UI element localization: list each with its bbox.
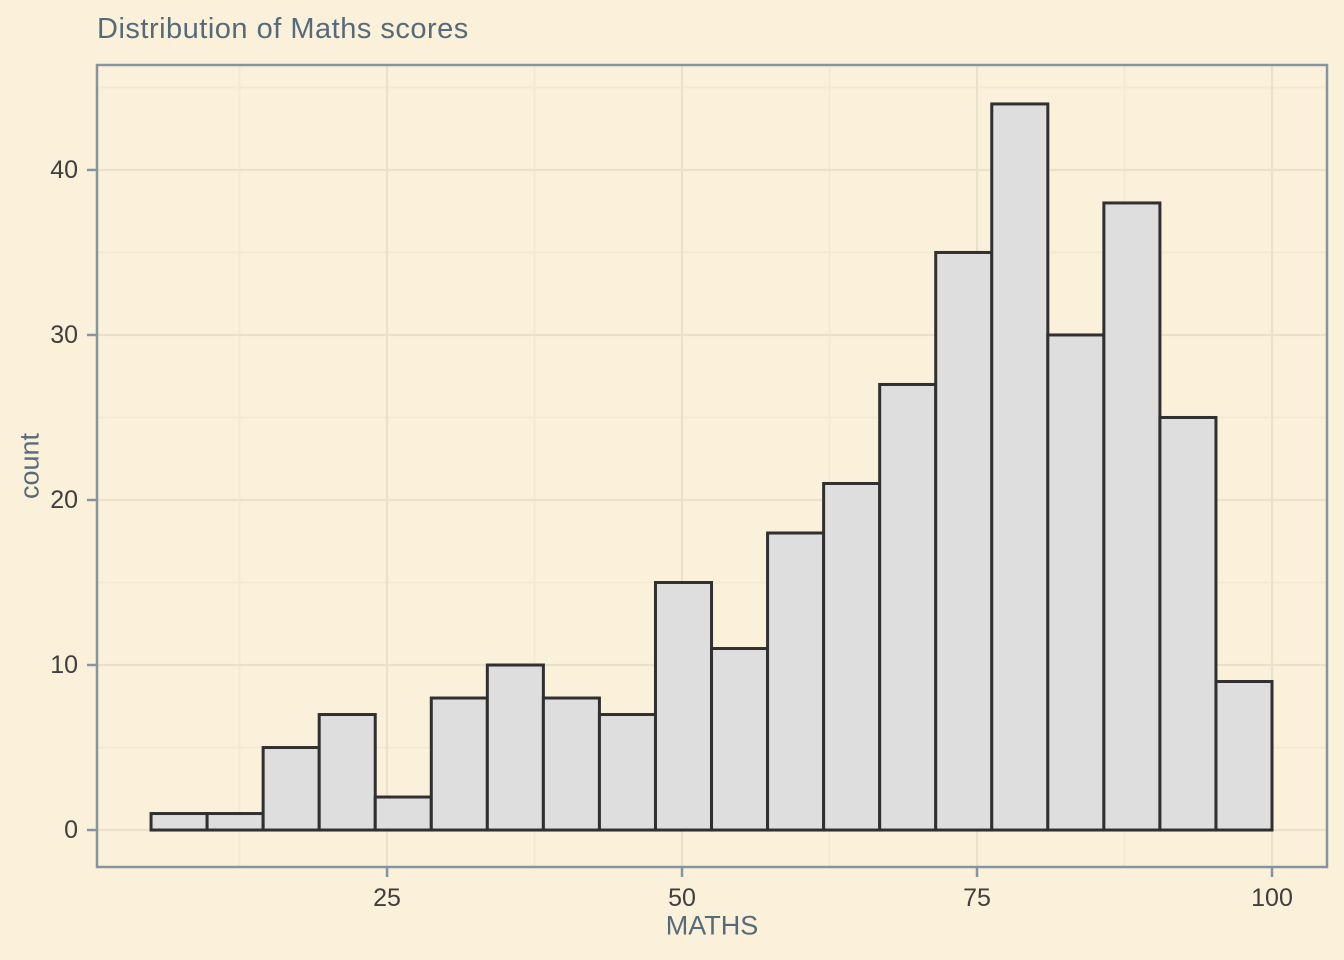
histogram-bar bbox=[149, 812, 209, 832]
x-tick-label: 25 bbox=[373, 884, 401, 912]
histogram-bar bbox=[1102, 201, 1162, 832]
histogram-bar bbox=[1046, 333, 1106, 832]
y-tick-label: 20 bbox=[50, 485, 78, 514]
y-tick-label: 0 bbox=[64, 816, 78, 845]
histogram-bar bbox=[205, 812, 265, 832]
histogram-bar bbox=[261, 746, 321, 832]
tick-marks bbox=[87, 168, 1274, 877]
histogram-bar bbox=[373, 795, 433, 832]
histogram-bar bbox=[990, 102, 1050, 832]
histogram-bar bbox=[934, 250, 994, 832]
histogram-bar bbox=[317, 713, 377, 832]
x-tick-label: 50 bbox=[668, 884, 696, 912]
y-tick-label: 30 bbox=[50, 320, 78, 349]
y-tick-label: 40 bbox=[50, 155, 78, 184]
x-tick-label: 100 bbox=[1251, 884, 1293, 912]
histogram-bar bbox=[1214, 680, 1274, 832]
histogram-bars bbox=[149, 102, 1274, 832]
histogram-bar bbox=[653, 581, 714, 832]
x-tick-label: 75 bbox=[963, 884, 991, 912]
histogram-bar bbox=[710, 647, 770, 832]
histogram-bar bbox=[878, 382, 938, 832]
y-tick-label: 10 bbox=[50, 651, 78, 679]
panel-border bbox=[95, 63, 1329, 869]
histogram-bar bbox=[1158, 415, 1218, 832]
histogram-bar bbox=[597, 713, 657, 832]
chart-title: Distribution of Maths scores bbox=[97, 13, 469, 45]
histogram-bar bbox=[766, 531, 826, 832]
histogram-bar bbox=[541, 696, 601, 832]
histogram-bar bbox=[822, 481, 882, 832]
histogram-bar bbox=[429, 696, 489, 832]
x-axis-label: MATHS bbox=[665, 910, 759, 941]
histogram-bar bbox=[485, 663, 545, 832]
